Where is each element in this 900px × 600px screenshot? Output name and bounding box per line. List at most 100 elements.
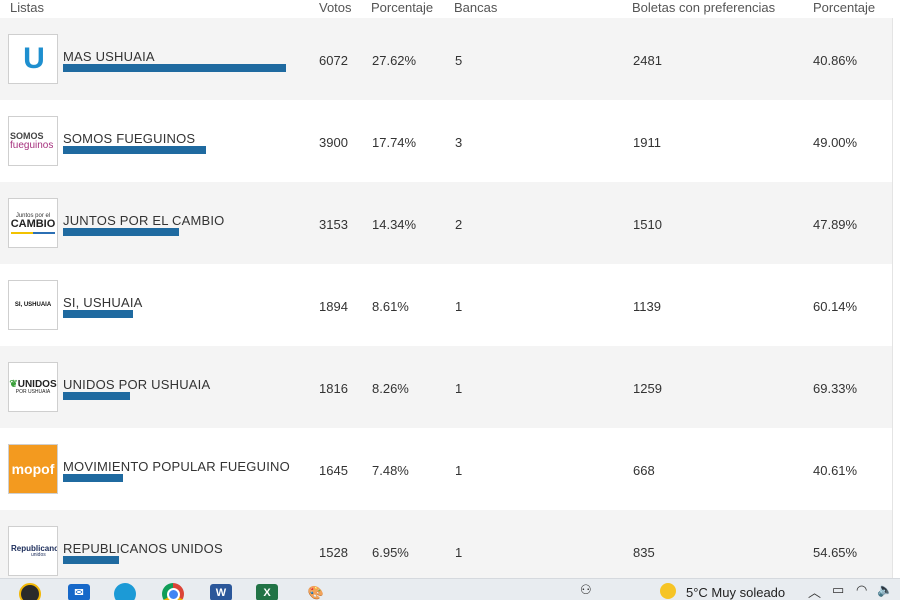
logo-text: SOMOS xyxy=(10,130,44,141)
boletas-cell: 1510 xyxy=(633,217,662,232)
table-row: SI, USHUAIA SI, USHUAIA 1894 8.61% 1 1139 60.1… xyxy=(0,264,892,346)
vote-share-bar xyxy=(63,474,123,482)
votos-cell: 1645 xyxy=(319,463,348,478)
speedometer-icon[interactable] xyxy=(19,583,41,600)
list-name: SI, USHUAIA xyxy=(63,295,143,310)
results-table: U MAS USHUAIA 6072 27.62% 5 2481 40.86% SOMOS fu… xyxy=(0,18,893,578)
votos-cell: 3900 xyxy=(319,135,348,150)
table-row: ❦UNIDOS POR USHUAIA UNIDOS POR USHUAIA 1816… xyxy=(0,346,892,428)
porcentaje-preferencias-cell: 54.65% xyxy=(813,545,858,560)
table-row: SOMOS fueguinos SOMOS FUEGUINOS 3900 17.74% 3… xyxy=(0,100,892,182)
people-icon[interactable]: ⚇ xyxy=(580,582,592,597)
vote-share-bar xyxy=(63,64,286,72)
header-boletas: Boletas con preferencias xyxy=(632,0,776,15)
logo-somos-fueguinos: SOMOS fueguinos xyxy=(8,116,58,166)
list-name: SOMOS FUEGUINOS xyxy=(63,131,196,146)
logo-text: CAMBIO xyxy=(10,217,56,230)
logo-juntos-por-el-cambio: Juntos por el CAMBIO xyxy=(8,198,58,248)
votos-cell: 6072 xyxy=(319,53,348,68)
votos-cell: 1816 xyxy=(319,381,348,396)
header-bancas: Bancas xyxy=(454,0,498,15)
list-name: MOVIMIENTO POPULAR FUEGUINO xyxy=(63,459,290,474)
votos-cell: 3153 xyxy=(319,217,348,232)
bancas-cell: 5 xyxy=(455,53,463,68)
chevron-up-icon[interactable]: ︿ xyxy=(808,585,822,600)
bancas-cell: 3 xyxy=(455,135,463,150)
porcentaje-preferencias-cell: 49.00% xyxy=(813,135,858,150)
logo-word: UNIDOS xyxy=(17,378,57,390)
chrome-icon[interactable] xyxy=(162,583,184,600)
logo-mopof: mopof xyxy=(8,444,58,494)
header-porcentaje-preferencias: Porcentaje xyxy=(813,0,876,15)
header-porcentaje: Porcentaje xyxy=(371,0,434,15)
bancas-cell: 1 xyxy=(455,463,463,478)
logo-text: U xyxy=(23,42,45,75)
table-header: Listas Votos Porcentaje Bancas Boletas c… xyxy=(0,0,900,17)
porcentaje-cell: 8.61% xyxy=(372,299,409,314)
list-name: REPUBLICANOS UNIDOS xyxy=(63,541,223,556)
header-votos: Votos xyxy=(319,0,352,15)
taskbar: ✉ W X 🎨 ⚇ 5°C Muy soleado ︿ ▭ ◠ 🔈 xyxy=(0,578,900,600)
logo-text: ❦UNIDOS xyxy=(9,378,57,390)
list-name: JUNTOS POR EL CAMBIO xyxy=(63,213,225,228)
porcentaje-preferencias-cell: 69.33% xyxy=(813,381,858,396)
table-row: U MAS USHUAIA 6072 27.62% 5 2481 40.86% xyxy=(0,18,892,100)
porcentaje-preferencias-cell: 60.14% xyxy=(813,299,858,314)
boletas-cell: 1911 xyxy=(633,135,661,150)
word-icon[interactable]: W xyxy=(210,584,232,600)
boletas-cell: 835 xyxy=(633,545,655,560)
meet-now-icon[interactable]: ▭ xyxy=(832,582,845,597)
logo-text: mopof xyxy=(11,461,55,477)
logo-text: unidos xyxy=(31,551,46,558)
vote-share-bar xyxy=(63,146,206,154)
porcentaje-cell: 7.48% xyxy=(372,463,409,478)
leaf-icon: ❦ xyxy=(9,378,18,390)
porcentaje-cell: 27.62% xyxy=(372,53,417,68)
logo-stripe xyxy=(11,231,55,234)
boletas-cell: 1139 xyxy=(633,299,661,314)
vote-share-bar xyxy=(63,392,130,400)
bancas-cell: 1 xyxy=(455,299,463,314)
header-listas: Listas xyxy=(10,0,44,15)
list-name: UNIDOS POR USHUAIA xyxy=(63,377,211,392)
wifi-icon[interactable]: ◠ xyxy=(856,582,868,597)
logo-text: SI, USHUAIA xyxy=(14,302,52,308)
logo-text: fueguinos xyxy=(10,139,54,151)
excel-icon[interactable]: X xyxy=(256,584,278,600)
mail-icon[interactable]: ✉ xyxy=(68,584,90,600)
porcentaje-cell: 6.95% xyxy=(372,545,409,560)
porcentaje-preferencias-cell: 40.86% xyxy=(813,53,858,68)
paint-icon[interactable]: 🎨 xyxy=(305,584,327,600)
list-name: MAS USHUAIA xyxy=(63,49,155,64)
bancas-cell: 1 xyxy=(455,381,463,396)
vote-share-bar xyxy=(63,228,179,236)
porcentaje-cell: 8.26% xyxy=(372,381,409,396)
votos-cell: 1528 xyxy=(319,545,348,560)
sun-icon[interactable] xyxy=(660,583,676,599)
edge-icon[interactable] xyxy=(114,583,136,600)
vote-share-bar xyxy=(63,310,133,318)
logo-unidos-por-ushuaia: ❦UNIDOS POR USHUAIA xyxy=(8,362,58,412)
volume-icon[interactable]: 🔈 xyxy=(877,582,894,597)
porcentaje-cell: 14.34% xyxy=(372,217,417,232)
logo-text: Juntos por el xyxy=(15,212,51,219)
boletas-cell: 2481 xyxy=(633,53,662,68)
logo-text: Republicanos xyxy=(11,543,57,553)
logo-republicanos-unidos: Republicanosunidos xyxy=(8,526,58,576)
vote-share-bar xyxy=(63,556,119,564)
boletas-cell: 1259 xyxy=(633,381,662,396)
weather-text[interactable]: 5°C Muy soleado xyxy=(686,585,786,600)
table-row: Republicanosunidos REPUBLICANOS UNIDOS 152… xyxy=(0,510,892,578)
porcentaje-cell: 17.74% xyxy=(372,135,417,150)
bancas-cell: 2 xyxy=(455,217,463,232)
table-row: mopof MOVIMIENTO POPULAR FUEGUINO 1645 7.48… xyxy=(0,428,892,510)
logo-mas-ushuaia: U xyxy=(8,34,58,84)
logo-text: POR USHUAIA xyxy=(15,388,51,395)
porcentaje-preferencias-cell: 47.89% xyxy=(813,217,858,232)
boletas-cell: 668 xyxy=(633,463,655,478)
porcentaje-preferencias-cell: 40.61% xyxy=(813,463,858,478)
table-row: Juntos por el CAMBIO JUNTOS POR EL CAMBIO 3… xyxy=(0,182,892,264)
logo-si-ushuaia: SI, USHUAIA xyxy=(8,280,58,330)
bancas-cell: 1 xyxy=(455,545,463,560)
votos-cell: 1894 xyxy=(319,299,348,314)
